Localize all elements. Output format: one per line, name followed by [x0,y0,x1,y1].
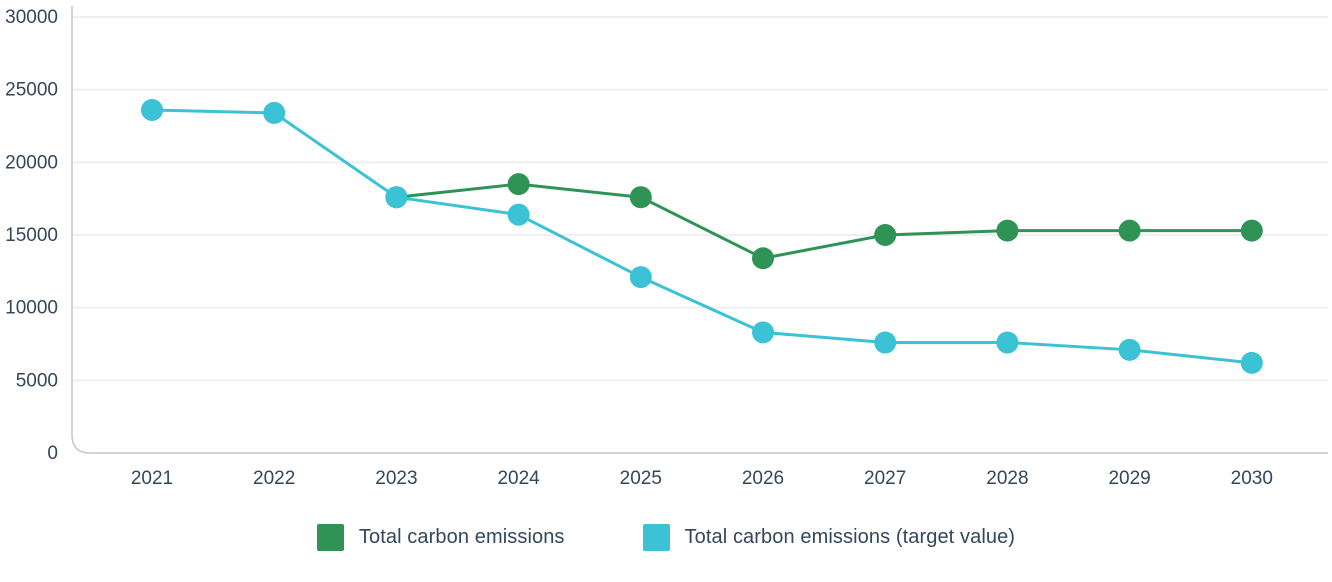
y-axis-label-10000: 10000 [5,298,58,319]
data-point-s0-2024[interactable] [507,173,530,196]
data-point-s1-2026[interactable] [752,321,774,344]
x-axis-label-2026: 2026 [742,468,784,489]
data-point-s0-2027[interactable] [874,224,897,246]
data-point-s1-2024[interactable] [507,203,530,226]
x-axis-label-2027: 2027 [864,468,906,489]
data-point-s0-2030[interactable] [1240,219,1263,242]
legend-swatch-target-icon [642,524,670,551]
legend-label-target: Total carbon emissions (target value) [684,526,1016,548]
y-axis-label-30000: 30000 [5,7,58,28]
plot-canvas: 0 5000 10000 15000 20000 25000 30000 2021 2022 20… [5,6,1328,489]
legend-label-actual: Total carbon emissions [358,526,565,548]
series-line-0 [396,182,1252,260]
x-axis-label-2022: 2022 [253,468,295,489]
data-point-s0-2026[interactable] [752,247,774,270]
axis-line [71,6,1328,454]
line-chart: 0 5000 10000 15000 20000 25000 30000 2021 2022 20… [5,6,1328,551]
y-axis-label-15000: 15000 [5,225,58,246]
x-axis-label-2029: 2029 [1108,468,1150,489]
data-point-s0-2028[interactable] [996,219,1019,242]
x-axis-label-2030: 2030 [1231,468,1273,489]
data-point-s1-2029[interactable] [1118,338,1141,361]
x-axis-label-2021: 2021 [131,468,173,489]
data-point-s1-2030[interactable] [1240,351,1263,374]
y-axis-label-20000: 20000 [5,152,58,173]
data-point-s1-2025[interactable] [629,266,652,289]
data-point-s1-2028[interactable] [996,331,1019,354]
data-point-s1-2021[interactable] [141,99,163,122]
x-axis-label-2024: 2024 [497,468,540,489]
data-point-s1-2023[interactable] [385,186,408,209]
legend-item-total-carbon-emissions[interactable]: Total carbon emissions [316,524,565,551]
x-axis-label-2028: 2028 [986,468,1028,489]
data-point-s0-2025[interactable] [629,186,652,209]
data-point-s1-2027[interactable] [874,331,897,354]
legend-item-total-carbon-emissions-target[interactable]: Total carbon emissions (target value) [642,524,1016,551]
y-axis-label-0: 0 [47,443,58,464]
series-line-1 [151,108,1252,365]
chart-legend: Total carbon emissions Total carbon emis… [0,524,1332,551]
x-axis-label-2023: 2023 [375,468,417,489]
legend-swatch-actual-icon [316,524,344,551]
data-point-s0-2029[interactable] [1118,219,1141,242]
y-axis-label-25000: 25000 [5,80,58,101]
x-axis-label-2025: 2025 [620,468,662,489]
data-point-s1-2022[interactable] [263,101,286,124]
y-axis-label-5000: 5000 [16,370,58,391]
